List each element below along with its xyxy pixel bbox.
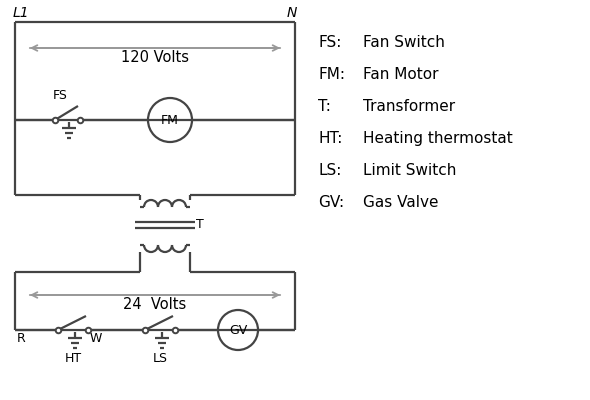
Text: Heating thermostat: Heating thermostat bbox=[363, 131, 513, 146]
Text: T: T bbox=[196, 218, 204, 232]
Text: 24  Volts: 24 Volts bbox=[123, 297, 186, 312]
Text: Fan Switch: Fan Switch bbox=[363, 35, 445, 50]
Text: W: W bbox=[90, 332, 103, 345]
Text: LS:: LS: bbox=[318, 163, 342, 178]
Text: Limit Switch: Limit Switch bbox=[363, 163, 457, 178]
Text: L1: L1 bbox=[13, 6, 30, 20]
Text: GV: GV bbox=[229, 324, 247, 336]
Text: FM:: FM: bbox=[318, 67, 345, 82]
Text: 120 Volts: 120 Volts bbox=[121, 50, 189, 65]
Text: T:: T: bbox=[318, 99, 331, 114]
Text: Transformer: Transformer bbox=[363, 99, 455, 114]
Text: N: N bbox=[287, 6, 297, 20]
Text: FM: FM bbox=[161, 114, 179, 126]
Text: Gas Valve: Gas Valve bbox=[363, 195, 438, 210]
Text: R: R bbox=[17, 332, 26, 345]
Text: FS: FS bbox=[53, 89, 68, 102]
Text: FS:: FS: bbox=[318, 35, 342, 50]
Text: HT:: HT: bbox=[318, 131, 342, 146]
Text: Fan Motor: Fan Motor bbox=[363, 67, 438, 82]
Text: HT: HT bbox=[64, 352, 81, 365]
Text: GV:: GV: bbox=[318, 195, 344, 210]
Text: LS: LS bbox=[152, 352, 168, 365]
